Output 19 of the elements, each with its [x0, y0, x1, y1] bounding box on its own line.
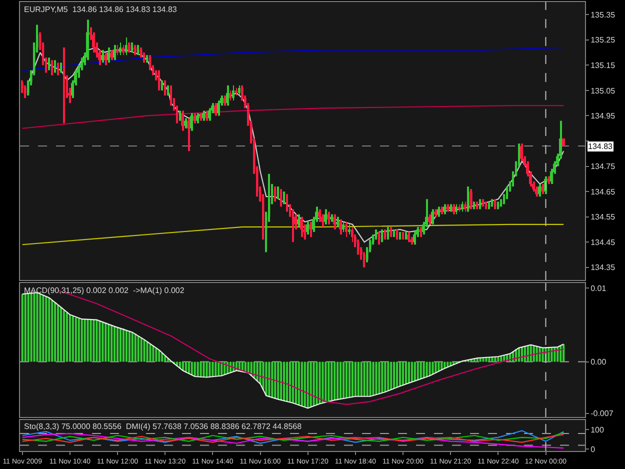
- y-tick-label: 134.45: [590, 238, 616, 247]
- y-tick-label: 135.15: [590, 60, 616, 70]
- y-tick-label: 135.05: [590, 86, 616, 96]
- y-tick-label: -0.007: [590, 409, 614, 418]
- y-tick-label: 0.01: [590, 284, 607, 293]
- y-tick-label: 0.00: [590, 358, 607, 367]
- y-tick-label: 134.55: [590, 212, 616, 222]
- y-tick-label: 100: [590, 425, 604, 434]
- chart-title: MACD(90,31,25) 0.002 0.002 ->MA(1) 0.002: [24, 286, 185, 295]
- ref-line-label: 134.83: [588, 142, 614, 151]
- y-tick-label: 0: [590, 444, 596, 454]
- y-tick-label: 135.25: [590, 36, 616, 45]
- chart-title: EURJPY,M5 134.86 134.86 134.83 134.83: [24, 5, 178, 14]
- y-tick-label: 134.95: [590, 112, 616, 121]
- chart-title: Sto(8,3,3) 75.0000 80.5556 DMI(4) 57.7638 7.0536 88.8386 62.7872 44.8568: [24, 422, 302, 431]
- y-tick-label: 134.75: [590, 162, 616, 172]
- y-tick-label: 135.35: [590, 10, 616, 20]
- y-tick-label: 134.35: [590, 263, 616, 272]
- y-tick-label: 134.65: [590, 187, 616, 196]
